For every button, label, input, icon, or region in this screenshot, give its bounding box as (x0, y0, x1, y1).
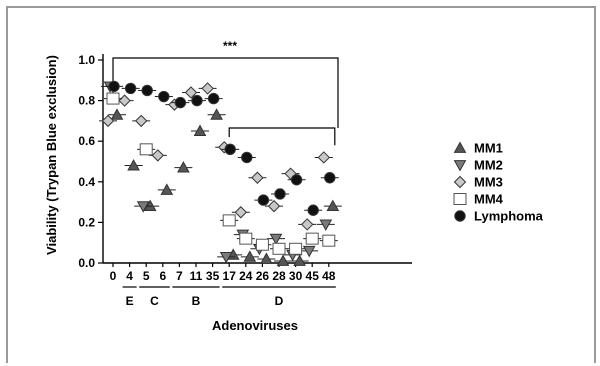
x-tick-label: 7 (176, 269, 183, 283)
data-point (326, 199, 340, 212)
data-point (324, 172, 336, 184)
data-point (276, 254, 290, 266)
legend-label: Lymphoma (474, 209, 544, 224)
data-point (106, 92, 120, 105)
x-tick-label: 35 (206, 269, 220, 283)
data-point (207, 92, 220, 105)
legend-label: MM3 (474, 175, 503, 190)
data-point (127, 159, 140, 171)
x-tick-label: 26 (256, 269, 270, 283)
group-label: E (126, 294, 134, 308)
data-point (272, 242, 286, 255)
data-point (136, 201, 150, 213)
data-point (191, 94, 203, 107)
y-tick-label: 0.6 (78, 134, 95, 148)
legend-label: MM4 (474, 192, 504, 207)
data-point (174, 96, 187, 109)
x-tick-label: 5 (143, 269, 150, 283)
x-tick-label: 17 (223, 269, 237, 283)
data-point (110, 108, 124, 120)
data-point (289, 242, 303, 255)
legend-marker (453, 175, 467, 189)
x-tick-label: 30 (289, 269, 303, 283)
y-tick-label: 1.0 (78, 53, 95, 67)
data-point (257, 194, 270, 206)
data-point (255, 238, 269, 251)
legend-label: MM2 (474, 158, 503, 173)
data-point (251, 171, 264, 184)
data-point (267, 199, 281, 213)
data-point (201, 82, 214, 95)
data-point (269, 233, 283, 246)
data-point (210, 108, 223, 120)
data-point (143, 199, 157, 212)
data-point (177, 161, 190, 173)
data-point (124, 82, 137, 95)
data-point (300, 218, 314, 231)
x-tick-label: 45 (306, 269, 320, 283)
data-point (134, 114, 148, 128)
data-point (260, 252, 273, 264)
x-tick-label: 11 (190, 269, 203, 283)
data-point (302, 245, 316, 258)
legend-label: MM1 (474, 141, 503, 156)
data-point (224, 143, 236, 156)
data-point (307, 204, 319, 216)
data-point (193, 124, 207, 136)
data-point (151, 149, 165, 162)
legend-marker (453, 141, 467, 153)
data-point (243, 250, 257, 262)
data-point (234, 206, 248, 219)
y-axis-title: Viability (Trypan Blue exclusion) (44, 55, 59, 255)
x-tick-label: 48 (322, 269, 336, 283)
data-point (322, 234, 336, 247)
group-label: C (150, 294, 159, 308)
figure-frame (6, 6, 596, 363)
y-tick-label: 0.4 (78, 175, 95, 189)
data-point (239, 232, 253, 245)
data-point (101, 114, 115, 128)
data-point (222, 214, 236, 227)
legend-marker (453, 193, 467, 205)
data-point (319, 219, 333, 231)
y-tick-label: 0.2 (78, 215, 95, 229)
data-point (118, 94, 131, 107)
y-tick-label: 0.0 (78, 256, 95, 270)
legend-marker (454, 210, 466, 222)
data-point (293, 254, 306, 266)
x-tick-label: 0 (110, 269, 117, 283)
data-point (184, 86, 198, 99)
data-point (290, 174, 303, 186)
data-point (219, 252, 233, 264)
significance-label: *** (223, 39, 237, 53)
y-tick-label: 0.8 (78, 94, 95, 108)
data-point (274, 188, 286, 200)
data-point (158, 90, 170, 103)
group-label: D (275, 294, 284, 308)
data-point (141, 84, 153, 97)
significance-bracket (112, 57, 339, 128)
x-axis-title: Adenoviruses (212, 318, 298, 333)
x-tick-label: 28 (272, 269, 286, 283)
data-point (160, 183, 174, 195)
x-tick-label: 24 (239, 269, 253, 283)
legend-marker (453, 160, 467, 172)
group-label: B (192, 294, 201, 308)
data-point (241, 151, 253, 164)
data-point (305, 232, 319, 245)
data-point (317, 151, 331, 164)
significance-bracket-group-d (228, 127, 336, 146)
x-tick-label: 4 (126, 269, 133, 283)
x-tick-label: 6 (159, 269, 166, 283)
data-point (139, 143, 153, 156)
data-point (108, 80, 120, 93)
